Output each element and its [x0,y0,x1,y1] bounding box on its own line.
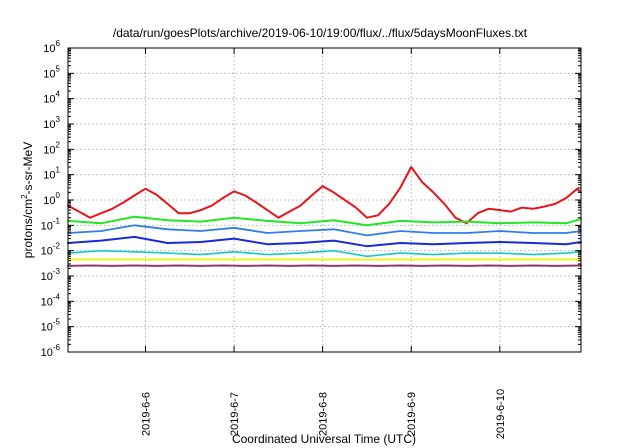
grid [68,48,581,352]
series-line-1 [67,166,582,225]
y-tick-label: 100 [43,191,60,207]
x-tick-label: 2019-6-9 [406,392,418,436]
y-tick-label: 10-2 [41,242,61,258]
y-tick-label: 10-3 [41,267,61,283]
series-line-5 [67,249,582,258]
x-tick-label: 2019-6-6 [141,392,153,436]
y-tick-label: 10-5 [41,318,61,334]
y-axis-ticks: 10-6 10-5 10-4 10-3 10-2 10-1 100 101 102 103 104 1… [41,39,581,359]
y-axis-label-sup: 2 [20,194,29,199]
y-tick-label: 102 [43,140,60,156]
x-tick-label: 2019-6-7 [229,392,241,436]
chart-title: /data/run/goesPlots/archive/2019-06-10/1… [113,26,528,40]
x-axis-ticks: 2019-6-6 2019-6-7 2019-6-8 2019-6-9 2019-6-1… [141,48,507,439]
series-group [67,166,582,267]
y-tick-label: 101 [43,166,60,182]
series-line-3 [67,224,582,237]
y-axis-label: protons/cm2-s-sr-MeV [20,142,35,258]
series-line-4 [67,235,582,248]
x-axis-label: Coordinated Universal Time (UTC) [232,432,416,446]
y-tick-label: 103 [43,115,60,131]
y-axis-label-base: protons/cm [21,199,35,258]
y-tick-label: 104 [43,90,60,106]
y-tick-label: 10-1 [41,216,61,232]
y-tick-label: 105 [43,64,60,80]
y-tick-label: 10-6 [41,343,61,359]
y-axis-label-rest: -s-sr-MeV [21,142,35,195]
series-line-2 [67,215,582,227]
y-tick-label: 10-4 [41,292,61,308]
x-tick-label: 2019-6-8 [318,392,330,436]
y-tick-label: 106 [43,39,60,55]
x-tick-label: 2019-6-10 [495,389,507,439]
